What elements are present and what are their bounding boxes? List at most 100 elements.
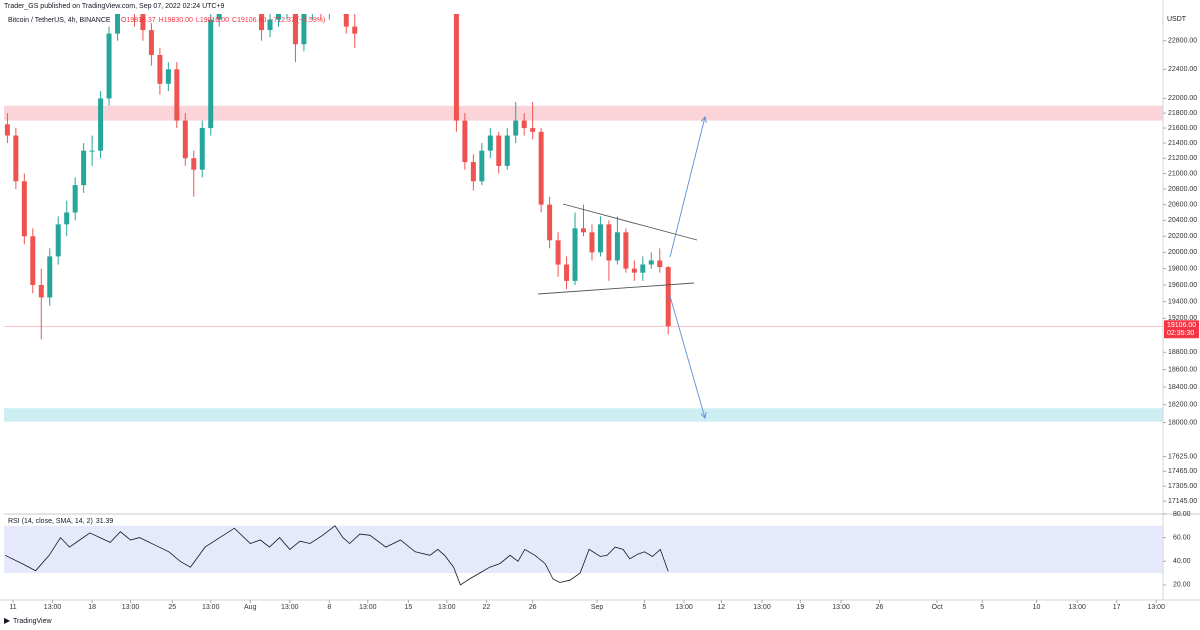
candle-body (657, 260, 663, 268)
x-tick-label: Sep (591, 604, 604, 611)
y-tick-label: 17465.00 (1168, 468, 1197, 475)
rsi-y-tick-label: 60.00 (1173, 534, 1191, 541)
x-tick-label: 13:00 (438, 604, 456, 611)
countdown: 02:35:30 (1167, 330, 1194, 337)
y-tick-label: 20200.00 (1168, 233, 1197, 240)
candle-body (453, 14, 459, 121)
candle-body (640, 264, 646, 273)
y-tick-label: 19600.00 (1168, 282, 1197, 289)
zone (4, 408, 1163, 422)
x-tick-label: 8 (327, 604, 331, 611)
x-tick-label: 26 (529, 604, 537, 611)
candle-body (606, 224, 612, 261)
triangle-upper (562, 203, 698, 241)
candle-body (487, 135, 493, 151)
candle-body (72, 185, 78, 213)
ohlc-value: C19106.00 (232, 17, 266, 24)
candle-body (614, 232, 620, 261)
candle-body (259, 14, 265, 31)
candle-body (462, 120, 468, 163)
candle-body (157, 54, 163, 84)
candle-body (530, 128, 536, 132)
candle-body (267, 19, 273, 31)
last-price-box (1164, 320, 1199, 339)
y-tick-label: 17625.00 (1168, 453, 1197, 460)
candle-body (38, 285, 44, 298)
candle-body (352, 26, 358, 34)
y-tick-label: 19200.00 (1168, 315, 1197, 322)
candle-body (199, 128, 205, 170)
candle-body (631, 268, 637, 273)
x-tick-label: 13:00 (753, 604, 771, 611)
candle-body (47, 256, 53, 298)
y-tick-label: 22000.00 (1168, 95, 1197, 102)
symbol: Bitcoin / TetherUS, 4h, BINANCE (8, 17, 111, 24)
candle-body (496, 135, 502, 166)
drawings (537, 117, 705, 418)
x-tick-label: 13:00 (359, 604, 377, 611)
rsi-y-tick-label: 40.00 (1173, 558, 1191, 565)
y-tick-label: 18000.00 (1168, 419, 1197, 426)
x-tick-label: 13:00 (1068, 604, 1086, 611)
x-tick-label: 18 (88, 604, 96, 611)
y-tick-label: 21800.00 (1168, 110, 1197, 117)
y-tick-label: 21600.00 (1168, 125, 1197, 132)
candle-body (343, 14, 349, 27)
candle-body (115, 14, 121, 34)
y-tick-label: 20400.00 (1168, 217, 1197, 224)
candle-body (479, 150, 485, 182)
publisher: Trader_GS published on TradingView.com, … (4, 3, 225, 10)
candle-body (597, 224, 603, 253)
x-tick-label: 22 (482, 604, 490, 611)
candle-body (623, 232, 629, 269)
x-tick-label: 5 (980, 604, 984, 611)
brand: TradingView (13, 618, 52, 625)
candle-body (589, 232, 595, 253)
candle-body (648, 260, 654, 265)
x-tick-label: 12 (717, 604, 725, 611)
x-tick-label: 11 (9, 604, 16, 611)
y-tick-label: 19400.00 (1168, 298, 1197, 305)
x-tick-label: Oct (932, 604, 943, 611)
x-tick-label: 26 (876, 604, 884, 611)
y-tick-label: 22800.00 (1168, 38, 1197, 45)
y-tick-label: 22400.00 (1168, 66, 1197, 73)
arrow-up (669, 117, 705, 258)
candle-body (555, 240, 561, 265)
unit: USDT (1167, 16, 1187, 23)
x-tick-label: 13:00 (832, 604, 850, 611)
arrow-down (669, 295, 705, 418)
ohlc: O19818.37 H19830.00 L19010.00 C19106.00 −712… (121, 17, 325, 24)
candle-body (538, 131, 544, 205)
symbol-name: Bitcoin / TetherUS, 4h, BINANCE (8, 17, 111, 24)
ohlc-value: O19818.37 (121, 17, 156, 24)
candle-body (292, 14, 298, 45)
y-tick-label: 21000.00 (1168, 170, 1197, 177)
x-tick-label: 13:00 (202, 604, 220, 611)
y-tick-label: 18400.00 (1168, 384, 1197, 391)
x-tick-label: 5 (643, 604, 647, 611)
candle-body (98, 98, 104, 151)
candle-body (148, 30, 154, 55)
candle-body (301, 14, 307, 45)
candle-body (30, 236, 36, 286)
candle-body (182, 120, 188, 159)
x-tick-label: 13:00 (281, 604, 299, 611)
x-tick-label: 25 (168, 604, 176, 611)
candle-body (106, 33, 112, 99)
x-tick-label: 10 (1033, 604, 1041, 611)
candle-body (547, 204, 553, 241)
x-tick-label: Aug (244, 604, 257, 611)
rsi-y-tick-label: 80.00 (1173, 511, 1191, 518)
candle-body (21, 181, 27, 237)
x-tick-label: 13:00 (44, 604, 62, 611)
candle-body (64, 212, 70, 225)
rsi-band (4, 525, 1163, 574)
y-tick-label: 17145.00 (1168, 498, 1197, 505)
candle-body (572, 228, 578, 281)
candle-body (581, 228, 586, 233)
rsi-name: RSI (14, close, SMA, 14, 2) (8, 518, 93, 525)
candle-body (4, 124, 10, 136)
ohlc-value: −712.37 (−3.59%) (269, 17, 325, 24)
